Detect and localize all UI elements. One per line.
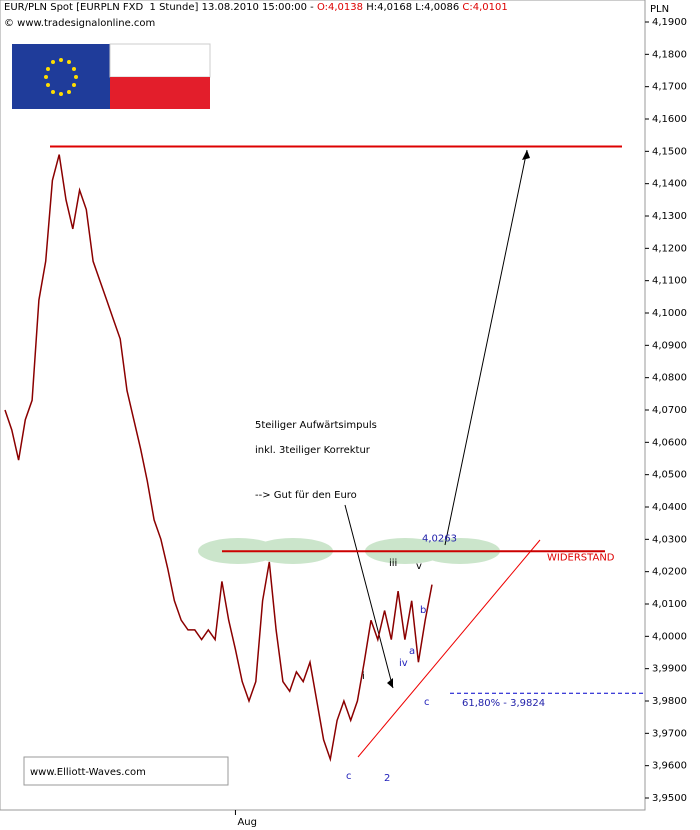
x-tick-label: Aug [237, 817, 257, 828]
wave-label: c [424, 697, 430, 708]
wave-label: iii [389, 558, 397, 569]
resistance-label: WIDERSTAND [547, 552, 615, 563]
y-tick-label: 4,0700 [652, 405, 687, 416]
price-line [4, 154, 433, 763]
arrow [344, 149, 528, 689]
y-tick-label: 4,0800 [652, 373, 687, 384]
watermark: www.Elliott-Waves.com [30, 767, 146, 778]
wave-label: c [346, 771, 352, 782]
y-tick-label: 3,9800 [652, 696, 687, 707]
y-axis-label: PLN [650, 4, 669, 15]
wave-label: i [362, 671, 365, 682]
plot-frame [0, 0, 646, 811]
copyright: © www.tradesignalonline.com [4, 18, 156, 29]
level-label: 4,0263 [422, 533, 457, 544]
level-label: 61,80% - 3,9824 [462, 698, 545, 709]
y-tick-label: 4,0000 [652, 631, 687, 642]
y-tick-label: 4,0900 [652, 340, 687, 351]
y-tick-label: 4,1800 [652, 49, 687, 60]
wave-label: a [409, 646, 415, 657]
y-tick-label: 4,1200 [652, 243, 687, 254]
header-open: O:4,0138 [316, 2, 363, 13]
y-tick-label: 3,9900 [652, 664, 687, 675]
y-tick-label: 4,0400 [652, 502, 687, 513]
y-tick-label: 3,9500 [652, 793, 687, 804]
y-tick-label: 4,1300 [652, 211, 687, 222]
header: EUR/PLN Spot [EURPLN FXD 1 Stunde] 13.08… [4, 2, 508, 13]
header-text: EUR/PLN Spot [EURPLN FXD 1 Stunde] 13.08… [4, 2, 314, 13]
y-tick-label: 4,1000 [652, 308, 687, 319]
trend-line [357, 539, 541, 758]
y-tick-label: 4,1100 [652, 276, 687, 287]
y-tick-label: 4,0500 [652, 470, 687, 481]
wave-label: iv [399, 658, 408, 669]
wave-label: v [416, 561, 422, 572]
comment: inkl. 3teiliger Korrektur [255, 445, 371, 456]
y-tick-label: 4,1700 [652, 82, 687, 93]
y-tick-label: 3,9700 [652, 728, 687, 739]
flag [12, 43, 211, 109]
y-tick-label: 4,0100 [652, 599, 687, 610]
y-tick-label: 4,0600 [652, 437, 687, 448]
y-tick-label: 4,1400 [652, 179, 687, 190]
wave-label: b [420, 605, 426, 616]
wave-label: 2 [384, 773, 390, 784]
comment: --> Gut für den Euro [255, 490, 357, 501]
y-tick-label: 4,0300 [652, 534, 687, 545]
header-close: C:4,0101 [462, 2, 508, 13]
comment: 5teiliger Aufwärtsimpuls [255, 420, 377, 431]
y-tick-label: 4,1600 [652, 114, 687, 125]
y-tick-label: 4,1500 [652, 146, 687, 157]
y-tick-label: 4,1900 [652, 17, 687, 28]
header-hl: H:4,0168 L:4,0086 [366, 2, 460, 13]
y-tick-label: 3,9600 [652, 761, 687, 772]
watermark-box [23, 756, 229, 786]
y-tick-label: 4,0200 [652, 567, 687, 578]
